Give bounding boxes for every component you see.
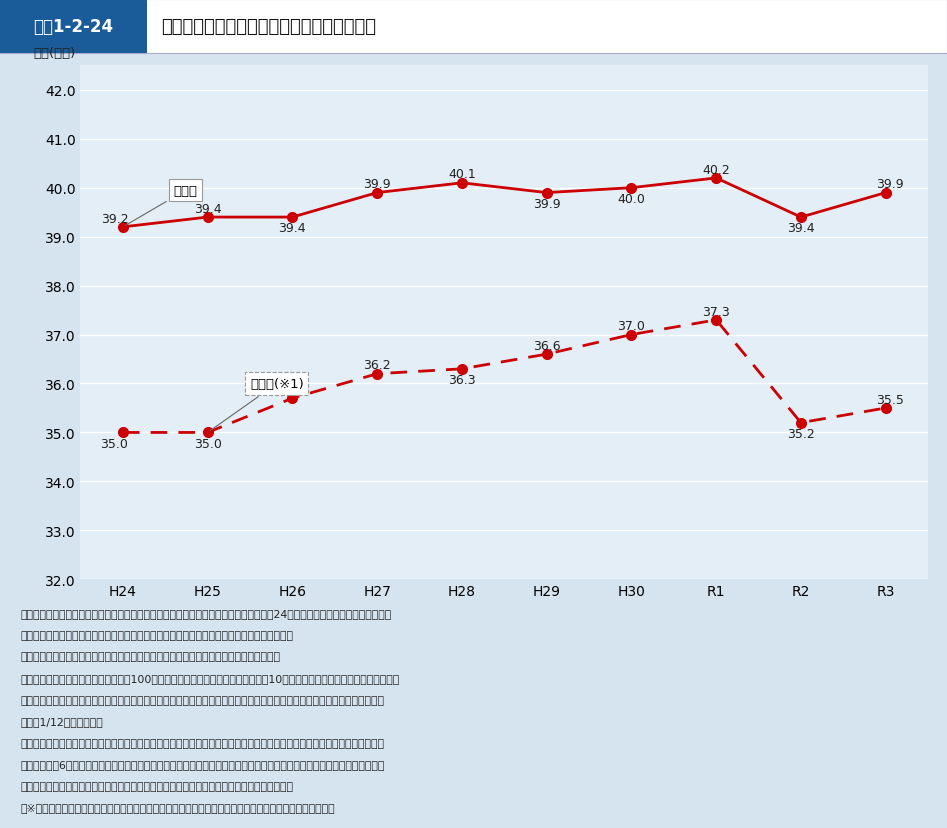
Text: 35.2: 35.2	[787, 427, 814, 440]
Text: 35.0: 35.0	[100, 437, 129, 450]
Text: 36.2: 36.2	[364, 359, 391, 372]
Text: 39.4: 39.4	[787, 222, 814, 235]
Text: 「きまって支給する現金給与額」とは、労働協約又は就業規則などにあらかじめ定められている支給条件、算定方法に: 「きまって支給する現金給与額」とは、労働協約又は就業規則などにあらかじめ定められ…	[21, 738, 384, 748]
Text: 図表1-2-24: 図表1-2-24	[33, 18, 114, 36]
Text: 職種別平均賃金（役職者除く）（月収換算）: 職種別平均賃金（役職者除く）（月収換算）	[161, 18, 376, 36]
Text: 36.6: 36.6	[533, 339, 561, 353]
Text: 35.7: 35.7	[278, 383, 306, 397]
Text: 39.4: 39.4	[278, 222, 306, 235]
Text: 看護師: 看護師	[125, 185, 198, 226]
Bar	[0, 0, 147, 54]
Text: 39.2: 39.2	[100, 212, 128, 225]
Text: 全産業(※1): 全産業(※1)	[210, 378, 304, 431]
Text: 月収(万円): 月収(万円)	[33, 46, 76, 60]
Text: 40.1: 40.1	[448, 168, 475, 181]
Text: （注）　いずれも一般労働者（短時間労働者を含まないもの）で、役職者を除いた数値。: （注） いずれも一般労働者（短時間労働者を含まないもの）で、役職者を除いた数値。	[21, 652, 281, 662]
Text: 休日出勤等超過労働給与を含む）のこと。いわゆる手取り額でなく、税込み額である。: 休日出勤等超過労働給与を含む）のこと。いわゆる手取り額でなく、税込み額である。	[21, 781, 294, 791]
Text: 35.0: 35.0	[194, 437, 222, 450]
Text: 「全産業」は、令和元年までは100人以上の企業の役職者、令和２年からは10人以上の事業所の役職者を除いた数値。: 「全産業」は、令和元年までは100人以上の企業の役職者、令和２年からは10人以上…	[21, 673, 400, 683]
Text: れたもの）により厚生労働省政策統括官付政策立案・評価担当参事官室において作成。: れたもの）により厚生労働省政策統括官付政策立案・評価担当参事官室において作成。	[21, 630, 294, 640]
Text: 35.5: 35.5	[876, 393, 903, 407]
Text: 「月収」とは、賃金構造基本統計調査における「きまって支給する現金給与額」に、「年間賞与その他特別給与額」の: 「月収」とは、賃金構造基本統計調査における「きまって支給する現金給与額」に、「年…	[21, 695, 384, 705]
Text: 39.4: 39.4	[194, 203, 222, 215]
Text: 40.0: 40.0	[617, 193, 645, 205]
Text: 39.9: 39.9	[876, 178, 903, 191]
Text: 39.9: 39.9	[364, 178, 391, 191]
Text: 資料：厚生労働省（統計・情報政策、労使関係担当）「賃金構造基本統計調査」（平成24年から令和３年までの各年で公表さ: 資料：厚生労働省（統計・情報政策、労使関係担当）「賃金構造基本統計調査」（平成2…	[21, 609, 392, 619]
Text: 1/12を足した額。: 1/12を足した額。	[21, 716, 103, 726]
Text: 40.2: 40.2	[703, 163, 730, 176]
Text: 36.3: 36.3	[448, 373, 475, 387]
Text: よって6月分として支給される現金給与額（基本給、職務手当、精皆勤手当、家族手当が含まれるほか、時間外勤務、: よって6月分として支給される現金給与額（基本給、職務手当、精皆勤手当、家族手当が…	[21, 759, 385, 769]
Text: 37.0: 37.0	[617, 320, 645, 333]
Text: 37.3: 37.3	[703, 306, 730, 318]
Text: （※１）「全産業」は、産業別データの「産業計」から役職別データの「役職計」を除いて算出したもの。: （※１）「全産業」は、産業別データの「産業計」から役職別データの「役職計」を除い…	[21, 802, 335, 812]
Text: 39.9: 39.9	[533, 198, 561, 210]
